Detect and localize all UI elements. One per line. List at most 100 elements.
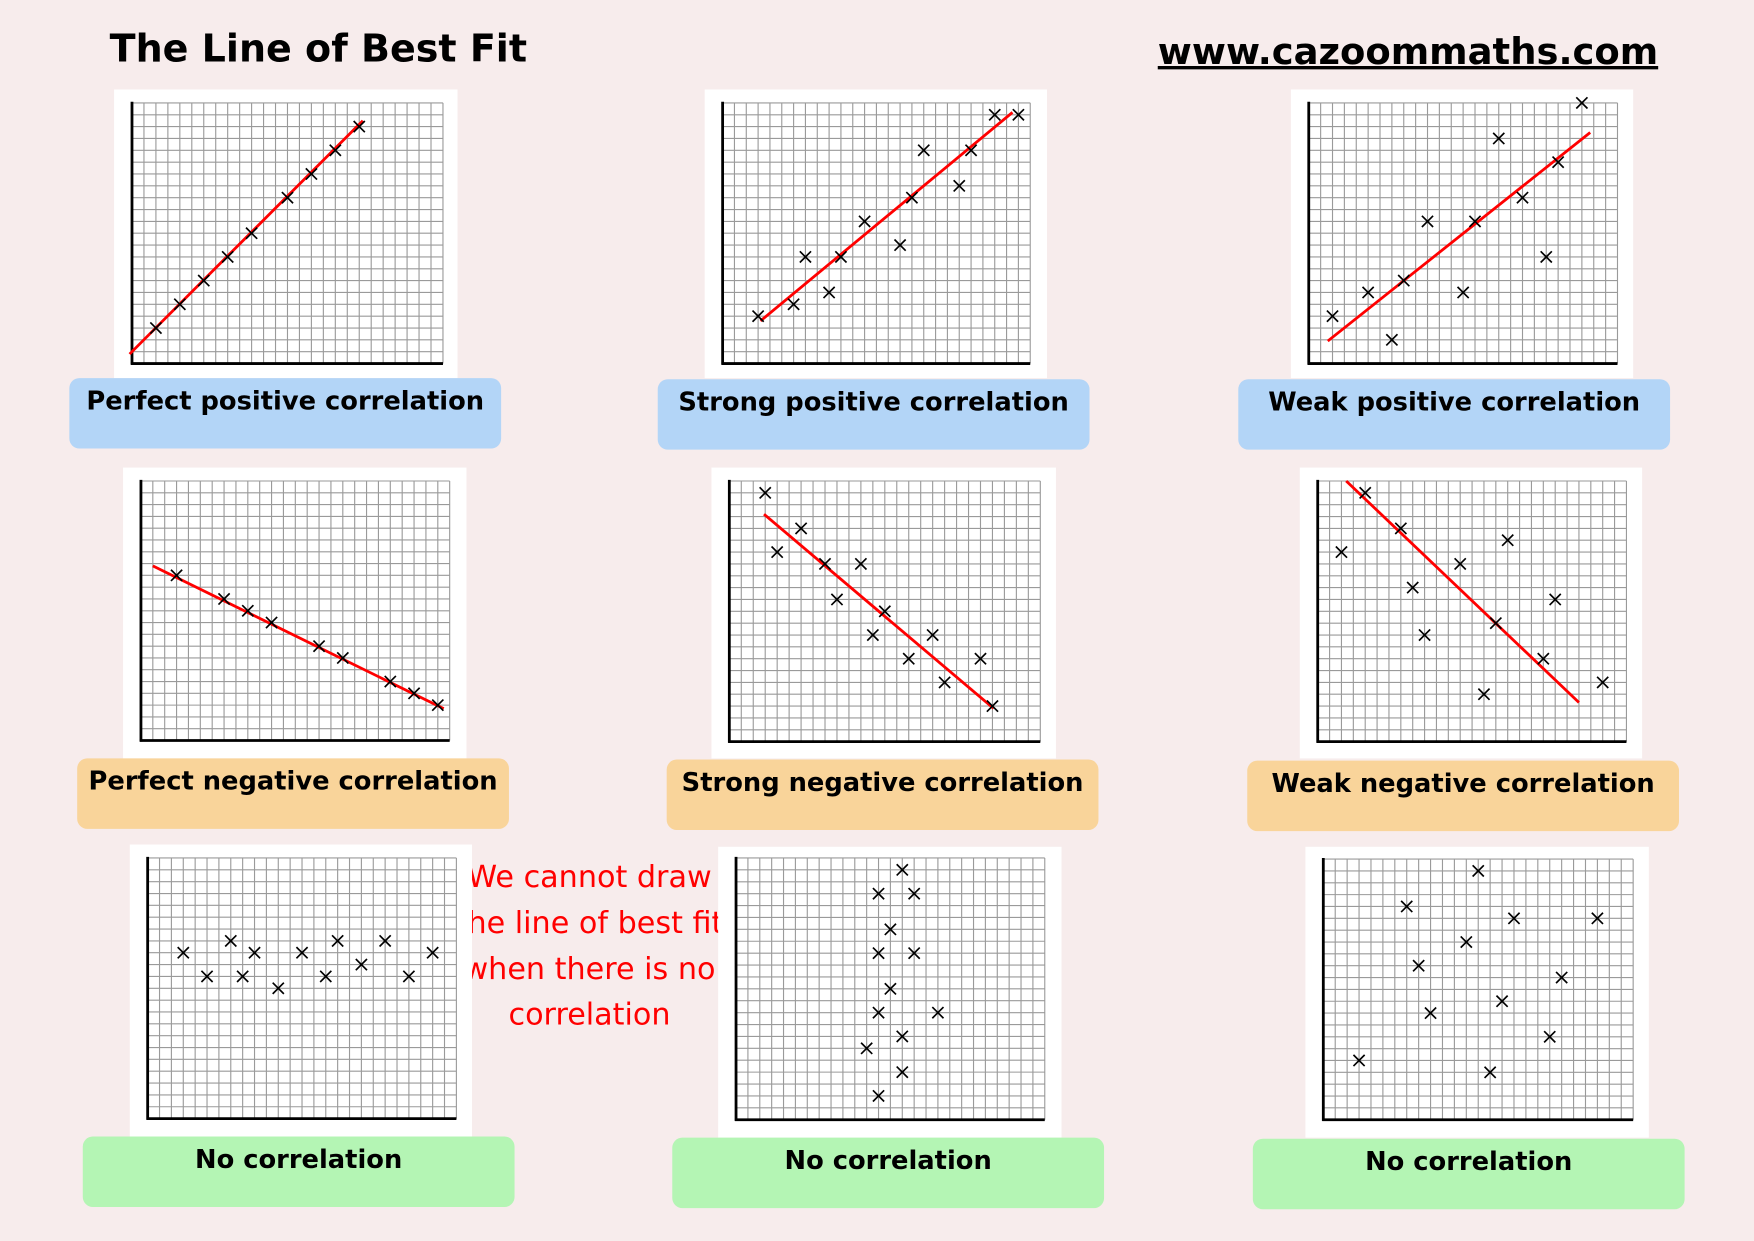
data-point <box>834 250 848 264</box>
data-point <box>245 227 258 240</box>
data-point <box>1495 995 1509 1008</box>
data-point <box>858 215 871 228</box>
data-point <box>770 545 784 559</box>
data-point <box>1385 333 1399 347</box>
chart-svg <box>734 856 1046 1122</box>
data-point <box>221 250 234 264</box>
chart-svg <box>1307 96 1619 365</box>
scatter-chart-1 <box>114 89 458 379</box>
correlation-label: Weak positive correlation <box>1238 379 1671 450</box>
data-point <box>884 923 897 936</box>
grid <box>736 857 1046 1120</box>
data-point <box>1507 912 1521 925</box>
data-point <box>173 298 187 311</box>
data-point <box>1516 191 1529 204</box>
data-point <box>896 863 909 877</box>
grid <box>1323 858 1634 1120</box>
correlation-label: Strong negative correlation <box>666 759 1099 831</box>
data-point <box>751 309 765 323</box>
data-point <box>170 569 183 582</box>
line-of-best-fit <box>763 513 995 710</box>
data-point <box>224 934 237 948</box>
grid <box>140 480 451 741</box>
data-point <box>926 628 939 642</box>
data-point <box>402 970 416 983</box>
data-point <box>907 887 921 900</box>
scatter-chart-8 <box>718 846 1062 1138</box>
correlation-label: No correlation <box>82 1136 515 1207</box>
data-point <box>1483 1066 1497 1079</box>
data-point <box>248 946 261 959</box>
scatter-chart-9 <box>1305 846 1649 1138</box>
data-point <box>295 946 309 959</box>
data-point <box>378 934 392 948</box>
data-point <box>305 167 318 181</box>
correlation-label: No correlation <box>1252 1138 1685 1210</box>
data-point <box>1424 1006 1437 1020</box>
data-point <box>1460 935 1473 949</box>
data-point <box>1596 676 1609 689</box>
data-point <box>241 604 254 617</box>
data-point <box>953 179 966 193</box>
data-point <box>759 486 772 500</box>
data-point <box>407 687 421 700</box>
data-point <box>964 144 978 157</box>
line-of-best-fit <box>152 564 445 710</box>
data-point <box>236 970 249 983</box>
data-point <box>854 557 868 571</box>
data-point <box>1456 286 1470 299</box>
data-point <box>986 699 999 713</box>
chart-svg <box>146 856 457 1120</box>
data-point <box>830 593 844 606</box>
data-point <box>1543 1030 1556 1043</box>
data-point <box>1400 900 1413 913</box>
data-point <box>794 522 808 535</box>
data-point <box>1397 274 1410 287</box>
data-point <box>872 1006 885 1019</box>
correlation-label: Perfect positive correlation <box>69 378 502 449</box>
data-point <box>431 698 444 712</box>
data-point <box>1540 250 1553 264</box>
data-point <box>1591 912 1604 925</box>
data-point <box>1454 557 1467 571</box>
data-point <box>355 958 368 971</box>
data-point <box>1551 155 1565 169</box>
chart-svg <box>128 101 444 365</box>
data-point <box>893 238 907 252</box>
correlation-label: No correlation <box>672 1137 1105 1209</box>
data-point <box>217 592 231 606</box>
data-point <box>917 144 930 157</box>
data-point <box>905 191 919 204</box>
data-point <box>866 628 880 642</box>
data-point <box>1406 581 1419 594</box>
line-of-best-fit <box>1326 131 1592 343</box>
data-point <box>1555 971 1568 984</box>
data-point <box>1472 864 1485 878</box>
chart-svg <box>1321 857 1634 1122</box>
data-point <box>896 1030 909 1043</box>
chart-svg <box>721 101 1031 365</box>
data-point <box>878 605 891 618</box>
chart-svg <box>1316 479 1628 744</box>
data-point <box>265 616 278 629</box>
data-point <box>319 970 332 983</box>
chart-svg <box>727 479 1041 744</box>
data-point <box>1492 132 1505 145</box>
data-point <box>860 1042 873 1055</box>
data-point <box>884 982 897 996</box>
grid <box>147 857 457 1119</box>
data-point <box>149 321 163 335</box>
data-point <box>1421 215 1434 228</box>
grid <box>1317 480 1628 742</box>
data-point <box>938 676 951 689</box>
data-point <box>787 298 800 311</box>
data-point <box>1394 522 1408 535</box>
grid <box>722 102 1031 364</box>
website-link[interactable]: www.cazoommaths.com <box>1157 29 1659 73</box>
page-title: The Line of Best Fit <box>109 26 528 72</box>
data-point <box>1501 534 1514 547</box>
data-point <box>384 675 397 688</box>
grid <box>131 102 444 364</box>
data-point <box>272 982 285 995</box>
